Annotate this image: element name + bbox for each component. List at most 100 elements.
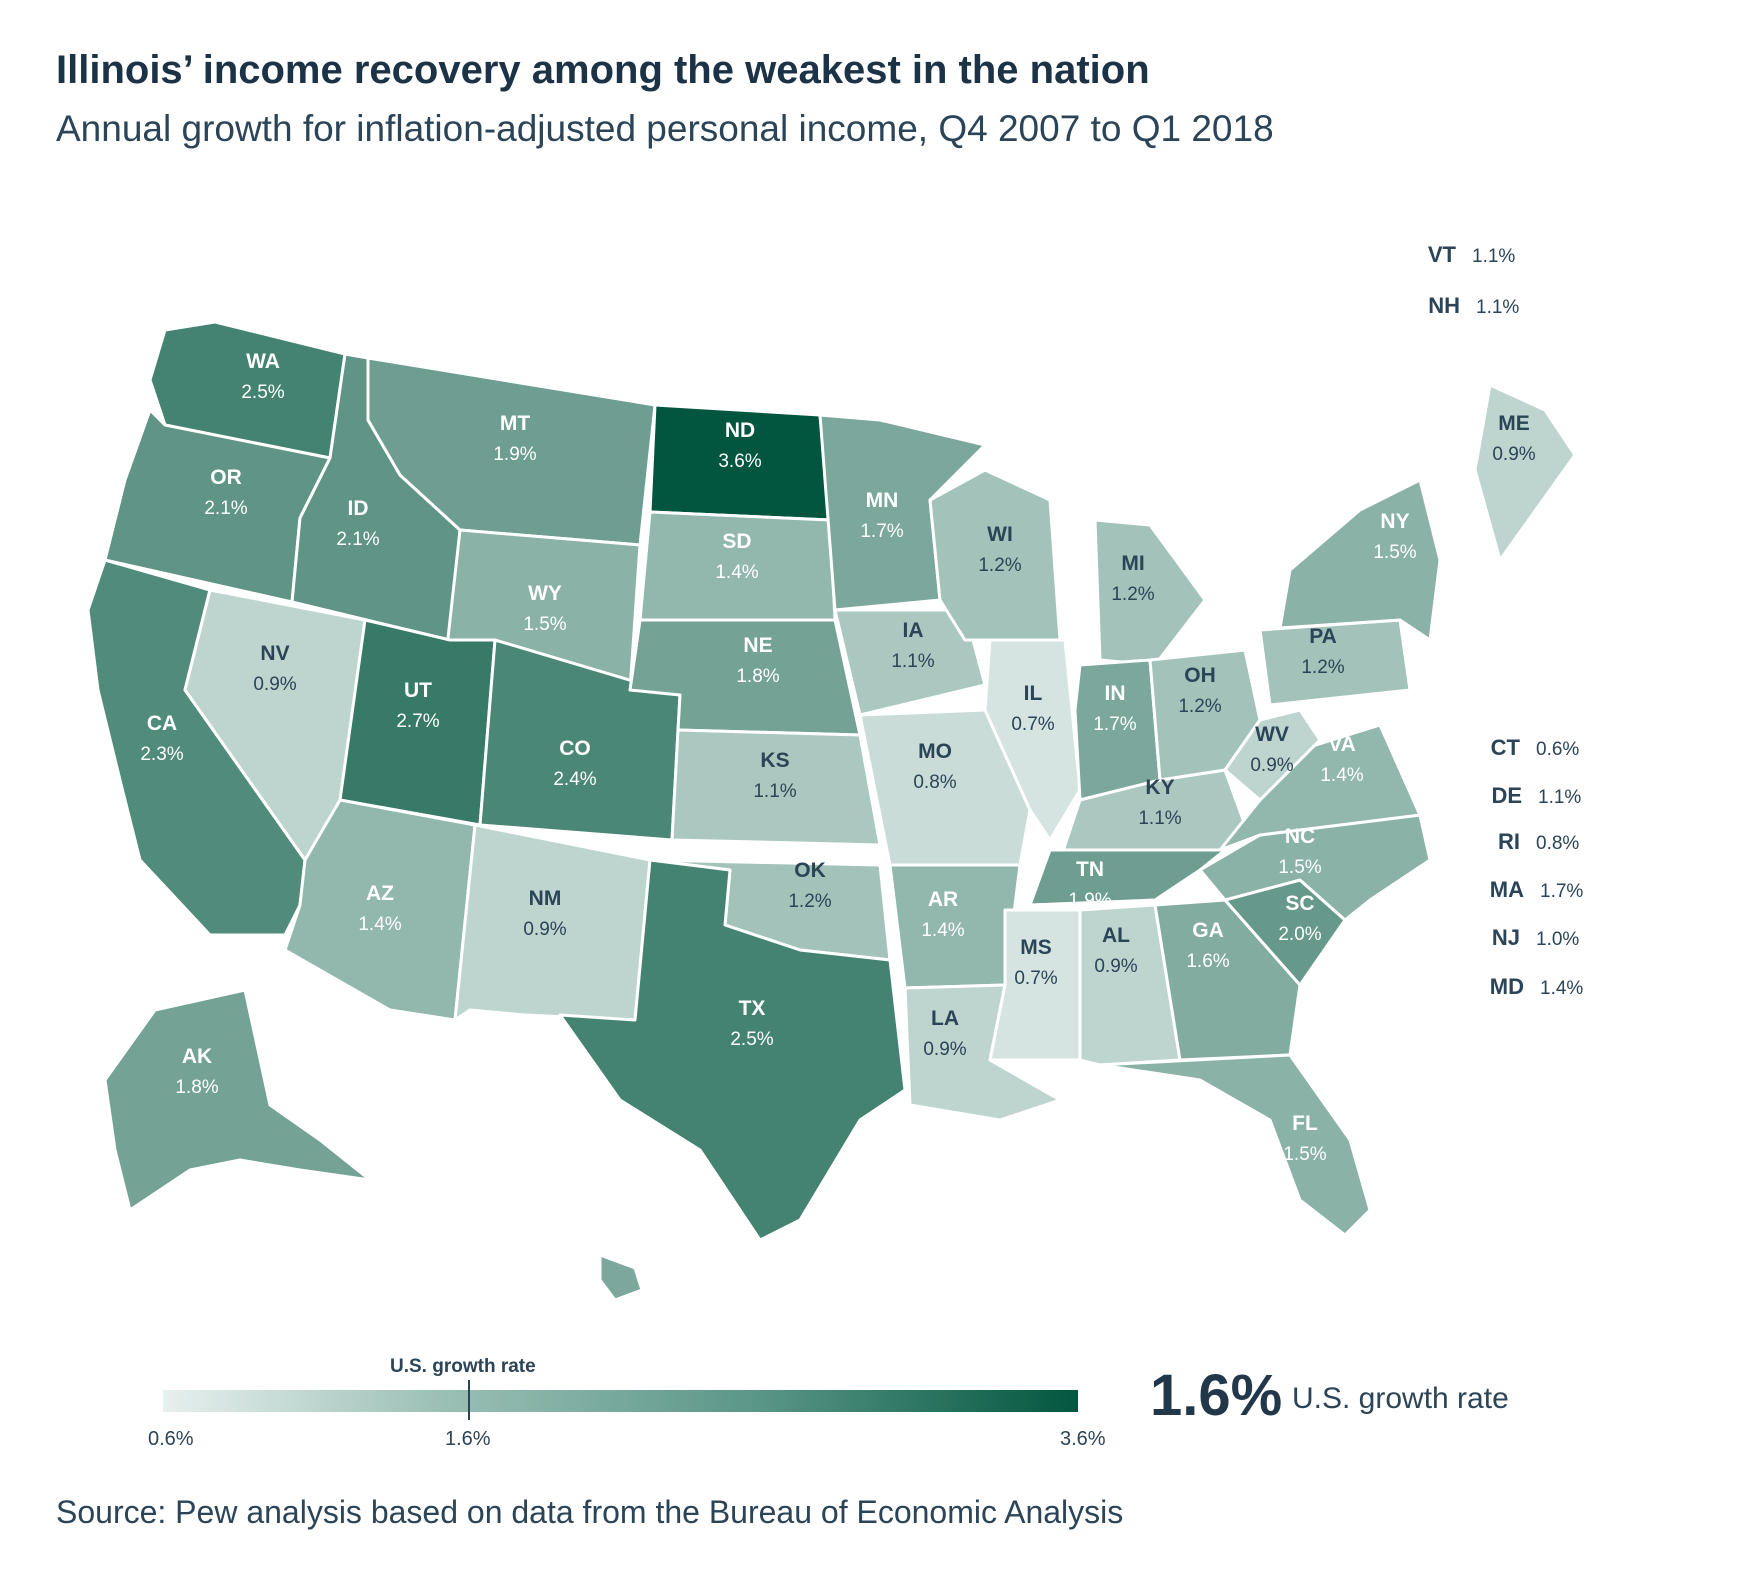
state-label-SC: SC	[1285, 892, 1314, 915]
color-scale-bar	[163, 1390, 1078, 1412]
state-label-AL: AL	[1102, 924, 1130, 947]
state-label-LA: LA	[931, 1007, 959, 1030]
state-shape-ME	[1473, 383, 1577, 562]
state-shape-IL	[983, 638, 1082, 842]
state-label-KY: KY	[1145, 776, 1174, 799]
state-label-HI: HI	[522, 1224, 543, 1247]
state-label-NE: NE	[743, 634, 772, 657]
state-shape-IA	[833, 608, 987, 717]
state-shape-MI	[1093, 518, 1207, 667]
state-label-FL: FL	[1292, 1112, 1318, 1135]
state-value-MO: 0.8%	[913, 772, 956, 793]
small-state-value-MD: 1.4%	[1540, 978, 1583, 999]
state-shape-FL	[1098, 1053, 1372, 1237]
small-state-value-DE: 1.1%	[1538, 787, 1581, 808]
state-label-SD: SD	[722, 530, 751, 553]
state-value-AR: 1.4%	[921, 920, 964, 941]
small-state-value-CT: 0.6%	[1536, 739, 1579, 760]
state-label-TN: TN	[1076, 858, 1104, 881]
state-value-LA: 0.9%	[923, 1039, 966, 1060]
state-value-ME: 0.9%	[1492, 444, 1535, 465]
small-state-value-NJ: 1.0%	[1536, 929, 1579, 950]
state-shapes	[86, 320, 1577, 1302]
state-value-KS: 1.1%	[753, 781, 796, 802]
state-value-NY: 1.5%	[1373, 542, 1416, 563]
state-value-NM: 0.9%	[523, 919, 566, 940]
scale-max-label: 3.6%	[1060, 1428, 1106, 1450]
state-label-ME: ME	[1498, 412, 1530, 435]
state-value-WY: 1.5%	[523, 614, 566, 635]
small-state-list: VT 1.1% NH 1.1% CT 0.6% DE 1.1% RI 0.8% MA 1.7% NJ 1.…	[1428, 242, 1584, 999]
scale-min-label: 0.6%	[148, 1428, 194, 1450]
state-label-MN: MN	[866, 489, 899, 512]
state-value-MI: 1.2%	[1111, 584, 1154, 605]
state-label-GA: GA	[1192, 919, 1224, 942]
small-state-label-NJ: NJ	[1492, 925, 1520, 950]
state-label-MI: MI	[1121, 552, 1144, 575]
state-shape-KS	[670, 728, 882, 847]
state-value-SD: 1.4%	[715, 562, 758, 583]
state-value-OK: 1.2%	[788, 891, 831, 912]
small-state-label-DE: DE	[1491, 783, 1522, 808]
state-value-WI: 1.2%	[978, 555, 1021, 576]
state-shape-AK	[103, 988, 372, 1212]
state-label-IA: IA	[903, 619, 924, 642]
state-label-WA: WA	[246, 350, 280, 373]
state-value-MS: 0.7%	[1014, 968, 1057, 989]
state-value-AL: 0.9%	[1094, 956, 1137, 977]
state-label-PA: PA	[1309, 625, 1337, 648]
state-value-ID: 2.1%	[336, 529, 379, 550]
state-label-MS: MS	[1020, 936, 1052, 959]
us-rate-marker-caption: U.S. growth rate	[390, 1356, 536, 1377]
state-label-ID: ID	[348, 497, 369, 520]
state-label-WV: WV	[1255, 723, 1289, 746]
state-label-CA: CA	[147, 712, 177, 735]
state-value-AZ: 1.4%	[358, 914, 401, 935]
state-shape-GA	[1153, 898, 1302, 1062]
state-label-OK: OK	[794, 859, 826, 882]
state-value-MN: 1.7%	[860, 521, 903, 542]
state-value-IL: 0.7%	[1011, 714, 1054, 735]
state-value-AK: 1.8%	[175, 1077, 218, 1098]
small-state-label-RI: RI	[1498, 829, 1520, 854]
us-rate-value: 1.6%	[1150, 1363, 1283, 1428]
state-value-OR: 2.1%	[204, 498, 247, 519]
small-state-label-CT: CT	[1491, 735, 1521, 760]
state-shape-MS	[988, 908, 1082, 1062]
state-shape-HI	[598, 1253, 644, 1302]
state-value-VA: 1.4%	[1320, 765, 1363, 786]
state-value-NV: 0.9%	[253, 674, 296, 695]
state-labels: WA 2.5% OR 2.1% CA 2.3% ID 2.1% NV 0.9% MT 1.9% WY 1.…	[140, 350, 1535, 1277]
state-value-PA: 1.2%	[1301, 657, 1344, 678]
state-label-NC: NC	[1285, 825, 1315, 848]
state-label-IN: IN	[1105, 682, 1126, 705]
state-value-TN: 1.9%	[1068, 890, 1111, 911]
state-shape-NY	[1278, 478, 1442, 642]
state-value-CA: 2.3%	[140, 744, 183, 765]
state-shape-MO	[858, 708, 1032, 867]
state-value-CO: 2.4%	[553, 769, 596, 790]
small-state-value-MA: 1.7%	[1540, 881, 1583, 902]
state-value-OH: 1.2%	[1178, 696, 1221, 717]
state-value-GA: 1.6%	[1186, 951, 1229, 972]
state-value-WV: 0.9%	[1250, 755, 1293, 776]
state-label-WI: WI	[987, 523, 1013, 546]
small-state-value-VT: 1.1%	[1472, 246, 1515, 267]
small-state-value-NH: 1.1%	[1476, 297, 1519, 318]
state-value-IA: 1.1%	[891, 651, 934, 672]
state-label-IL: IL	[1024, 682, 1043, 705]
small-state-label-MD: MD	[1490, 974, 1524, 999]
state-shape-WV	[1223, 708, 1322, 802]
state-value-IN: 1.7%	[1093, 714, 1136, 735]
state-value-WA: 2.5%	[241, 382, 284, 403]
state-value-NE: 1.8%	[736, 666, 779, 687]
state-label-AZ: AZ	[366, 882, 394, 905]
state-label-AR: AR	[928, 888, 958, 911]
small-state-label-MA: MA	[1490, 877, 1524, 902]
state-value-UT: 2.7%	[396, 711, 439, 732]
state-value-SC: 2.0%	[1278, 924, 1321, 945]
state-label-NV: NV	[260, 642, 289, 665]
state-label-AK: AK	[182, 1045, 212, 1068]
state-label-NM: NM	[529, 887, 562, 910]
